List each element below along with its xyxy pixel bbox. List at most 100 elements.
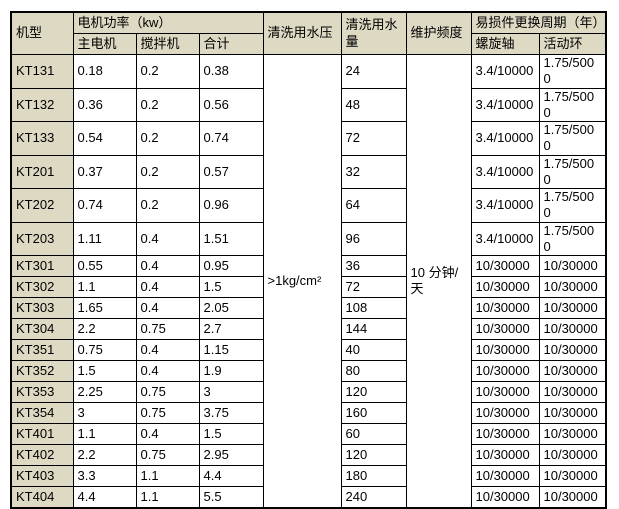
total-cell: 0.38 <box>198 54 264 89</box>
model-cell: KT133 <box>10 121 74 156</box>
model-cell: KT353 <box>10 381 74 403</box>
main-motor-cell: 1.5 <box>72 360 137 382</box>
water-amount-cell: 24 <box>340 54 407 89</box>
table-row: KT301 0.55 0.4 0.95 36 10/30000 10/30000 <box>10 255 607 277</box>
table-row: KT203 1.11 0.4 1.51 96 3.4/10000 1.75/5000 <box>10 221 607 256</box>
water-amount-cell: 108 <box>340 297 407 319</box>
model-cell: KT402 <box>10 444 74 466</box>
spiral-shaft-cell: 10/30000 <box>470 465 540 487</box>
main-motor-cell: 0.54 <box>72 121 137 156</box>
main-motor-cell: 2.2 <box>72 444 137 466</box>
water-amount-cell: 72 <box>340 121 407 156</box>
total-cell: 2.05 <box>198 297 264 319</box>
table-row: KT132 0.36 0.2 0.56 48 3.4/10000 1.75/5000 <box>10 87 607 122</box>
mixer-cell: 0.2 <box>135 154 200 189</box>
mixer-cell: 1.1 <box>135 486 200 509</box>
total-cell: 1.5 <box>198 423 264 445</box>
spiral-shaft-cell: 3.4/10000 <box>470 121 540 156</box>
main-motor-cell: 1.1 <box>72 423 137 445</box>
total-cell: 2.7 <box>198 318 264 340</box>
total-cell: 3.75 <box>198 402 264 424</box>
header-wear-parts-group: 易损件更换周期（年） <box>470 11 607 34</box>
spiral-shaft-cell: 10/30000 <box>470 423 540 445</box>
main-motor-cell: 3 <box>72 402 137 424</box>
model-cell: KT301 <box>10 255 74 277</box>
header-wash-pressure: 清洗用水压 <box>262 11 342 55</box>
movable-ring-cell: 10/30000 <box>538 318 607 340</box>
equipment-spec-table: 机型 电机功率（kw） 清洗用水压 清洗用水量 维护频度 易损件更换周期（年） … <box>10 11 607 509</box>
movable-ring-cell: 10/30000 <box>538 444 607 466</box>
mixer-cell: 0.2 <box>135 87 200 122</box>
spiral-shaft-cell: 3.4/10000 <box>470 188 540 223</box>
table-row: KT133 0.54 0.2 0.74 72 3.4/10000 1.75/5000 <box>10 121 607 156</box>
main-motor-cell: 3.3 <box>72 465 137 487</box>
main-motor-cell: 0.36 <box>72 87 137 122</box>
spiral-shaft-cell: 10/30000 <box>470 360 540 382</box>
water-amount-cell: 144 <box>340 318 407 340</box>
main-motor-cell: 1.65 <box>72 297 137 319</box>
mixer-cell: 0.75 <box>135 402 200 424</box>
model-cell: KT401 <box>10 423 74 445</box>
spiral-shaft-cell: 10/30000 <box>470 339 540 361</box>
total-cell: 0.74 <box>198 121 264 156</box>
model-cell: KT351 <box>10 339 74 361</box>
spiral-shaft-cell: 3.4/10000 <box>470 154 540 189</box>
spiral-shaft-cell: 10/30000 <box>470 297 540 319</box>
water-amount-cell: 160 <box>340 402 407 424</box>
water-amount-cell: 180 <box>340 465 407 487</box>
spiral-shaft-cell: 10/30000 <box>470 381 540 403</box>
main-motor-cell: 0.18 <box>72 54 137 89</box>
movable-ring-cell: 10/30000 <box>538 381 607 403</box>
spiral-shaft-cell: 10/30000 <box>470 402 540 424</box>
movable-ring-cell: 1.75/5000 <box>538 121 607 156</box>
main-motor-cell: 0.37 <box>72 154 137 189</box>
movable-ring-cell: 10/30000 <box>538 465 607 487</box>
model-cell: KT303 <box>10 297 74 319</box>
table-row: KT401 1.1 0.4 1.5 60 10/30000 10/30000 <box>10 423 607 445</box>
model-cell: KT131 <box>10 54 74 89</box>
header-spiral-shaft: 螺旋轴 <box>470 33 540 55</box>
model-cell: KT404 <box>10 486 74 509</box>
main-motor-cell: 2.25 <box>72 381 137 403</box>
total-cell: 1.5 <box>198 276 264 298</box>
spiral-shaft-cell: 10/30000 <box>470 318 540 340</box>
mixer-cell: 0.2 <box>135 54 200 89</box>
water-amount-cell: 120 <box>340 444 407 466</box>
mixer-cell: 0.2 <box>135 188 200 223</box>
main-motor-cell: 2.2 <box>72 318 137 340</box>
mixer-cell: 0.4 <box>135 276 200 298</box>
model-cell: KT201 <box>10 154 74 189</box>
header-total: 合计 <box>198 33 264 55</box>
total-cell: 3 <box>198 381 264 403</box>
main-motor-cell: 0.74 <box>72 188 137 223</box>
table-row: KT131 0.18 0.2 0.38 >1kg/cm² 24 10 分钟/天 3.4/100… <box>10 54 607 509</box>
mixer-cell: 0.4 <box>135 221 200 256</box>
table-header: 机型 电机功率（kw） 清洗用水压 清洗用水量 维护频度 易损件更换周期（年） … <box>10 11 607 55</box>
mixer-cell: 0.4 <box>135 339 200 361</box>
movable-ring-cell: 1.75/5000 <box>538 188 607 223</box>
water-amount-cell: 96 <box>340 221 407 256</box>
model-cell: KT132 <box>10 87 74 122</box>
movable-ring-cell: 10/30000 <box>538 402 607 424</box>
spiral-shaft-cell: 10/30000 <box>470 486 540 509</box>
mixer-cell: 1.1 <box>135 465 200 487</box>
water-amount-cell: 80 <box>340 360 407 382</box>
spiral-shaft-cell: 10/30000 <box>470 255 540 277</box>
table-row: KT201 0.37 0.2 0.57 32 3.4/10000 1.75/5000 <box>10 154 607 189</box>
model-cell: KT352 <box>10 360 74 382</box>
wash-pressure-merged-cell: >1kg/cm² <box>262 54 342 509</box>
movable-ring-cell: 10/30000 <box>538 486 607 509</box>
total-cell: 0.56 <box>198 87 264 122</box>
mixer-cell: 0.4 <box>135 360 200 382</box>
header-row-2: 主电机 搅拌机 合计 螺旋轴 活动环 <box>11 33 607 55</box>
table-row: KT353 2.25 0.75 3 120 10/30000 10/30000 <box>10 381 607 403</box>
maintenance-merged-cell: 10 分钟/天 <box>405 54 472 509</box>
movable-ring-cell: 10/30000 <box>538 297 607 319</box>
spiral-shaft-cell: 3.4/10000 <box>470 87 540 122</box>
water-amount-cell: 36 <box>340 255 407 277</box>
movable-ring-cell: 10/30000 <box>538 276 607 298</box>
movable-ring-cell: 1.75/5000 <box>538 221 607 256</box>
movable-ring-cell: 10/30000 <box>538 423 607 445</box>
header-row-1: 机型 电机功率（kw） 清洗用水压 清洗用水量 维护频度 易损件更换周期（年） <box>10 11 607 55</box>
header-mixer: 搅拌机 <box>135 33 200 55</box>
